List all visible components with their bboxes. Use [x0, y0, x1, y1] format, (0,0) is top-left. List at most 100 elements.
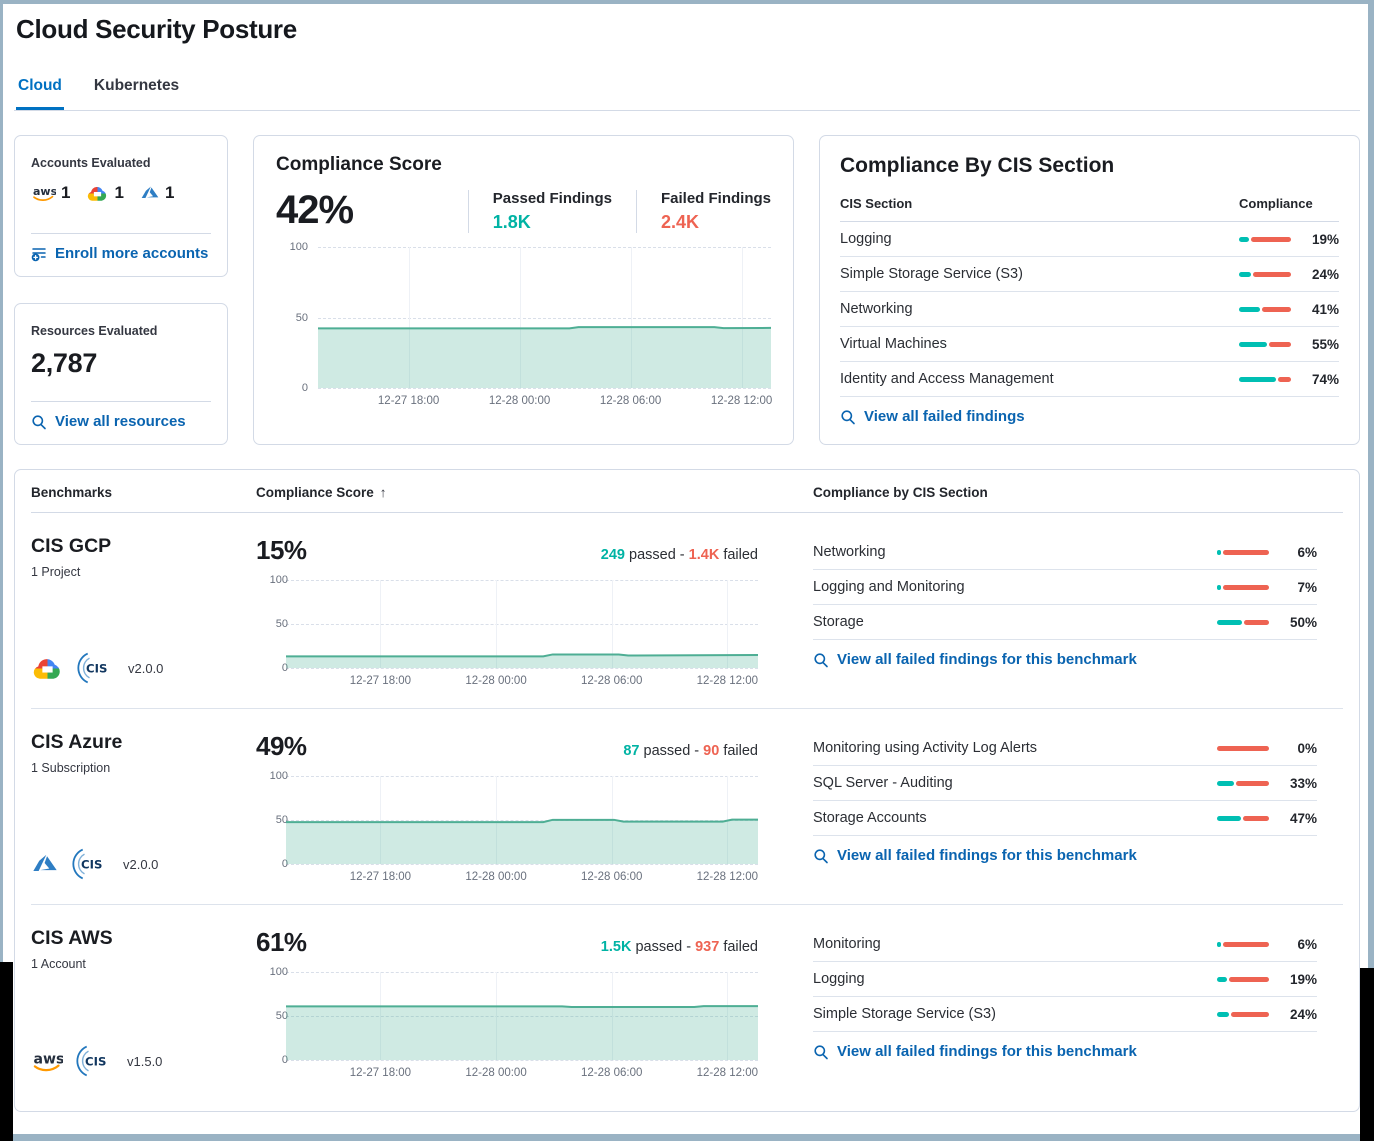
accounts-evaluated-card: Accounts Evaluated aws 1 1: [14, 135, 228, 277]
accounts-evaluated-title: Accounts Evaluated: [31, 156, 151, 170]
benchmark-version: v2.0.0: [123, 856, 159, 872]
view-all-resources-link[interactable]: View all resources: [31, 402, 211, 430]
screen-artifact-left: [0, 962, 13, 1141]
benchmark-section-row: Storage 50%: [813, 605, 1317, 640]
passed-findings-stat: Passed Findings 1.8K: [467, 190, 612, 233]
gcp-account-count: 1: [86, 183, 124, 203]
cis-section-row: Virtual Machines 55%: [840, 327, 1339, 362]
cis-section-card-title: Compliance By CIS Section: [840, 154, 1115, 177]
page-title: Cloud Security Posture: [16, 14, 297, 44]
benchmark-section-row: SQL Server - Auditing 33%: [813, 766, 1317, 801]
benchmark-name: CIS GCP: [31, 535, 112, 557]
compliance-score-stats: 42% Passed Findings 1.8K Failed Findings…: [276, 188, 771, 233]
benchmark-name: CIS Azure: [31, 731, 123, 753]
compliance-bar: [1239, 271, 1291, 277]
resources-evaluated-value: 2,787: [31, 348, 98, 378]
passed-failed-summary: 87 passed - 90 failed: [623, 743, 758, 759]
compliance-bar: [1217, 745, 1269, 751]
benchmark-section-row: Storage Accounts 47%: [813, 801, 1317, 836]
cis-logo-icon: CIS: [75, 1043, 111, 1079]
card-divider: [31, 233, 211, 234]
compliance-bar: [1239, 306, 1291, 312]
compliance-score-trend-chart: 0 50 100 12-27 18:00 12-28 00:00 12-28 06:00 1…: [289, 241, 773, 407]
screen-artifact-right: [1360, 968, 1374, 1141]
benchmark-trend-chart: 0 50 100 12-27 18:00 12-28 00:00 12-28 06:00 1…: [269, 966, 759, 1079]
svg-text:aws: aws: [33, 185, 56, 198]
view-failed-findings-benchmark-link[interactable]: View all failed findings for this benchm…: [813, 836, 1317, 864]
benchmark-row-cis-azure: CIS Azure 1 Subscription CIS v2.0.0 49% …: [31, 709, 1343, 905]
view-failed-findings-benchmark-link[interactable]: View all failed findings for this benchm…: [813, 640, 1317, 668]
view-failed-findings-benchmark-link[interactable]: View all failed findings for this benchm…: [813, 1032, 1317, 1060]
sort-ascending-icon: ↑: [379, 485, 387, 500]
compliance-score-card: Compliance Score 42% Passed Findings 1.8…: [253, 135, 794, 445]
compliance-bar: [1239, 341, 1291, 347]
passed-findings-value: 1.8K: [492, 212, 531, 232]
compliance-bar: [1217, 941, 1269, 947]
search-icon: [813, 1044, 829, 1060]
search-icon: [840, 409, 856, 425]
compliance-by-cis-section-card: Compliance By CIS Section CIS Section Co…: [819, 135, 1360, 445]
tab-cloud[interactable]: Cloud: [16, 73, 64, 110]
benchmark-section-row: Networking 6%: [813, 535, 1317, 570]
benchmark-section-row: Simple Storage Service (S3) 24%: [813, 997, 1317, 1032]
cis-section-row: Simple Storage Service (S3) 24%: [840, 257, 1339, 292]
compliance-bar: [1217, 584, 1269, 590]
compliance-bar: [1239, 376, 1291, 382]
page: Cloud Security Posture Cloud Kubernetes …: [14, 4, 1360, 1112]
azure-account-count: 1: [140, 183, 174, 203]
aws-account-count: aws 1: [31, 183, 71, 202]
passed-failed-summary: 249 passed - 1.4K failed: [600, 547, 758, 563]
benchmarks-table-header: Benchmarks Compliance Score ↑ Compliance …: [31, 470, 1343, 513]
card-divider: [31, 401, 211, 402]
aws-logo-icon: aws: [31, 1049, 63, 1073]
summary-left-column: Accounts Evaluated aws 1 1: [14, 135, 228, 445]
cis-logo-icon: CIS: [71, 846, 107, 882]
failed-findings-value: 2.4K: [660, 212, 700, 232]
benchmark-version: v1.5.0: [127, 1053, 163, 1069]
compliance-bar: [1217, 549, 1269, 555]
svg-text:CIS: CIS: [85, 1055, 106, 1069]
compliance-bar: [1217, 815, 1269, 821]
benchmark-section-row: Logging and Monitoring 7%: [813, 570, 1317, 605]
search-icon: [813, 652, 829, 668]
cis-table-header: CIS Section Compliance: [840, 196, 1339, 222]
azure-logo-icon: [31, 850, 59, 878]
list-add-icon: [31, 246, 47, 262]
col-compliance-by-cis-section: Compliance by CIS Section: [813, 485, 988, 500]
benchmarks-table: Benchmarks Compliance Score ↑ Compliance …: [14, 469, 1360, 1112]
col-compliance-score[interactable]: Compliance Score ↑: [256, 485, 387, 500]
compliance-bar: [1217, 976, 1269, 982]
benchmark-trend-chart: 0 50 100 12-27 18:00 12-28 00:00 12-28 06:00 1…: [269, 770, 759, 883]
benchmark-version: v2.0.0: [128, 660, 164, 676]
benchmark-section-row: Monitoring using Activity Log Alerts 0%: [813, 731, 1317, 766]
compliance-score-title: Compliance Score: [276, 154, 442, 175]
compliance-bar: [1239, 236, 1291, 242]
search-icon: [31, 414, 47, 430]
aws-logo-icon: aws: [31, 184, 56, 202]
summary-section: Accounts Evaluated aws 1 1: [14, 135, 1360, 445]
passed-failed-summary: 1.5K passed - 937 failed: [600, 939, 758, 955]
enroll-more-accounts-link[interactable]: Enroll more accounts: [31, 234, 211, 262]
cis-section-row: Identity and Access Management 74%: [840, 362, 1339, 397]
accounts-provider-counts: aws 1 1 1: [31, 183, 211, 203]
failed-findings-stat: Failed Findings 2.4K: [635, 190, 771, 233]
cis-section-row: Networking 41%: [840, 292, 1339, 327]
cis-section-row: Logging 19%: [840, 222, 1339, 257]
gcp-logo-icon: [86, 184, 109, 203]
svg-text:CIS: CIS: [81, 858, 102, 872]
benchmark-section-row: Monitoring 6%: [813, 927, 1317, 962]
tab-kubernetes[interactable]: Kubernetes: [93, 77, 180, 94]
benchmark-row-cis-aws: CIS AWS 1 Account aws CIS v1.5.0 61% 1.5…: [31, 905, 1343, 1101]
benchmark-name: CIS AWS: [31, 927, 113, 949]
azure-logo-icon: [140, 183, 160, 203]
tab-bar: Cloud Kubernetes: [14, 73, 1360, 111]
benchmark-subtitle: 1 Account: [31, 957, 86, 971]
cis-logo-icon: CIS: [76, 650, 112, 686]
compliance-bar: [1217, 780, 1269, 786]
benchmark-subtitle: 1 Project: [31, 565, 81, 579]
compliance-score-value: 42%: [276, 188, 354, 232]
col-benchmarks: Benchmarks: [31, 485, 113, 500]
benchmark-trend-chart: 0 50 100 12-27 18:00 12-28 00:00 12-28 06:00 1…: [269, 574, 759, 687]
view-all-failed-findings-link[interactable]: View all failed findings: [840, 397, 1339, 425]
benchmark-score: 49%: [256, 731, 307, 761]
